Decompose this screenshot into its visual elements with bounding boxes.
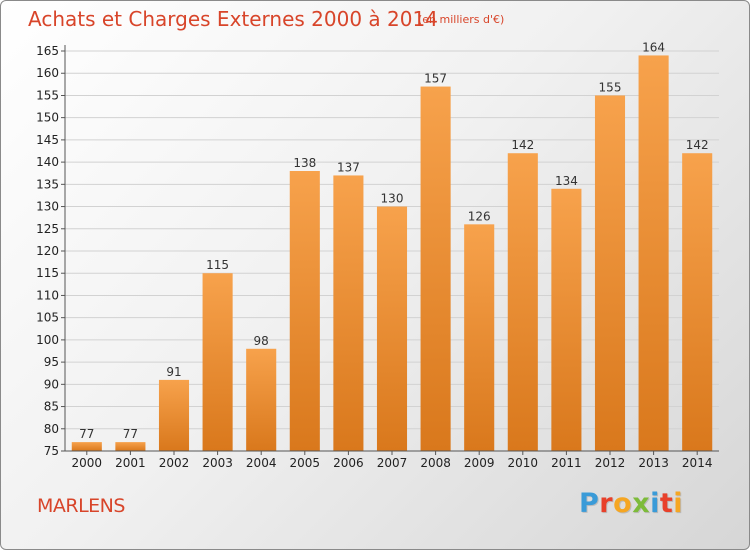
x-tick-label: 2012 (595, 456, 626, 470)
data-label: 134 (555, 174, 578, 188)
x-tick-label: 2014 (682, 456, 713, 470)
bar (246, 348, 277, 451)
x-tick-label: 2008 (420, 456, 451, 470)
y-tick-label: 110 (36, 288, 59, 302)
logo-letter: i (650, 488, 660, 519)
y-tick-label: 80 (44, 422, 59, 436)
data-label: 77 (79, 427, 94, 441)
bar (464, 224, 495, 451)
x-tick-label: 2004 (246, 456, 277, 470)
x-tick-label: 2000 (72, 456, 103, 470)
bar (202, 273, 233, 451)
x-tick-label: 2006 (333, 456, 364, 470)
y-tick-label: 120 (36, 244, 59, 258)
bar (333, 175, 364, 451)
commune-name: MARLENS (37, 495, 125, 517)
x-tick-label: 2009 (464, 456, 495, 470)
chart-subtitle: (en milliers d'€) (418, 13, 505, 26)
y-tick-label: 75 (44, 444, 59, 458)
y-tick-label: 150 (36, 111, 59, 125)
data-label: 138 (293, 156, 316, 170)
data-label: 91 (166, 365, 181, 379)
bar (115, 442, 146, 451)
data-label: 130 (381, 192, 404, 206)
y-tick-label: 160 (36, 66, 59, 80)
proxiti-logo: Proxiti (579, 488, 683, 519)
bar (507, 153, 538, 451)
x-tick-label: 2003 (202, 456, 233, 470)
data-label: 77 (123, 427, 138, 441)
data-label: 126 (468, 209, 491, 223)
logo-letter: r (599, 488, 614, 519)
y-tick-label: 100 (36, 333, 59, 347)
data-label: 115 (206, 258, 229, 272)
x-tick-label: 2010 (508, 456, 539, 470)
y-tick-label: 165 (36, 44, 59, 58)
y-tick-label: 105 (36, 311, 59, 325)
y-tick-label: 140 (36, 155, 59, 169)
axes: 75 80 85 90 95 100 105 110 115 120 125 130 135 140 145… (36, 44, 719, 470)
x-tick-label: 2001 (115, 456, 146, 470)
logo-letter: t (659, 488, 674, 519)
bar (551, 188, 582, 451)
bar (376, 206, 408, 451)
y-tick-label: 90 (44, 377, 59, 391)
y-tick-label: 155 (36, 88, 59, 102)
y-tick-label: 95 (44, 355, 59, 369)
bar (158, 379, 190, 451)
x-tick-label: 2013 (638, 456, 669, 470)
data-label: 164 (642, 40, 665, 54)
y-tick-label: 115 (36, 266, 59, 280)
x-tick-label: 2005 (290, 456, 321, 470)
bar (682, 153, 713, 451)
y-tick-label: 135 (36, 177, 59, 191)
y-tick-label: 145 (36, 133, 59, 147)
data-label: 98 (254, 334, 269, 348)
bar (594, 95, 626, 451)
bars: 77 77 91 115 98 138 137 130 157 126 142 134 155 164 14… (71, 40, 713, 452)
y-tick-label: 85 (44, 400, 59, 414)
logo-letter: i (673, 488, 684, 519)
logo-letter: x (632, 488, 651, 519)
bar (638, 55, 669, 451)
chart-title: Achats et Charges Externes 2000 à 2014 (28, 7, 438, 31)
bar (420, 86, 451, 452)
logo-letter: o (613, 488, 633, 519)
y-tick-label: 125 (36, 222, 59, 236)
data-label: 142 (511, 138, 534, 152)
data-label: 155 (599, 80, 622, 94)
x-tick-label: 2007 (377, 456, 408, 470)
y-tick-label: 130 (36, 200, 59, 214)
x-tick-label: 2002 (159, 456, 190, 470)
bar (289, 171, 320, 451)
logo-letter: P (579, 488, 600, 519)
data-label: 157 (424, 72, 447, 86)
x-tick-label: 2011 (551, 456, 582, 470)
bar (71, 442, 102, 451)
data-label: 142 (686, 138, 709, 152)
data-label: 137 (337, 160, 360, 174)
